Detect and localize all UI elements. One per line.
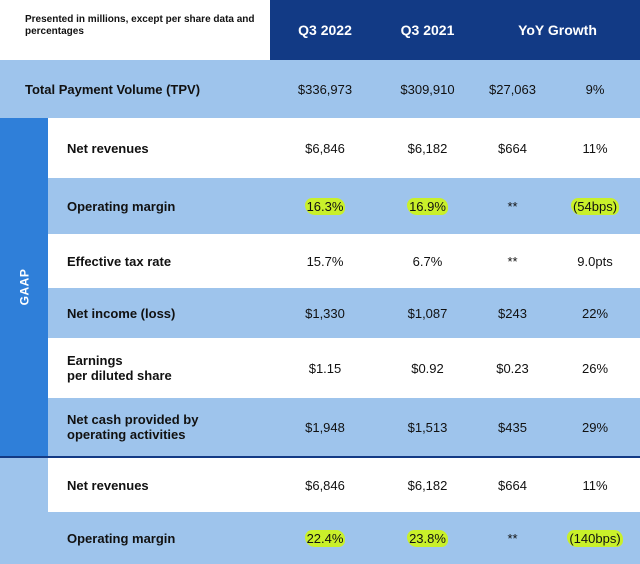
gaap-row-net-cash: Net cash provided by operating activitie…: [0, 398, 640, 456]
header-note: Presented in millions, except per share …: [0, 0, 270, 60]
row-label: Net income (loss): [67, 305, 176, 321]
gaap-section-label: GAAP: [0, 118, 48, 456]
value-growth-pct: 9.0pts: [577, 253, 613, 269]
value-q3-2022: $6,846: [305, 140, 345, 156]
value-growth-pct: 11%: [582, 477, 608, 493]
row-label: Earnings per diluted share: [67, 338, 267, 398]
non-gaap-row-operating-margin: Operating margin 22.4% 23.8% ** (140bps): [0, 512, 640, 564]
value-q3-2021: 16.9%: [380, 178, 475, 234]
tpv-q3-2022: $336,973: [297, 81, 353, 97]
row-label: Net cash provided by operating activitie…: [67, 398, 267, 456]
highlighted-value: (140bps): [567, 529, 623, 547]
header-yoy-growth: YoY Growth: [518, 22, 597, 38]
non-gaap-section-bar: [0, 458, 48, 564]
gaap-row-effective-tax-rate: Effective tax rate 15.7% 6.7% ** 9.0pts: [0, 234, 640, 288]
value-q3-2022: $1,330: [305, 305, 345, 321]
tpv-row: Total Payment Volume (TPV) $336,973 $309…: [0, 60, 640, 118]
value-q3-2022: 22.4%: [270, 512, 380, 564]
gaap-row-net-revenues: Net revenues $6,846 $6,182 $664 11%: [0, 118, 640, 178]
row-label: Net revenues: [67, 140, 149, 156]
highlighted-value: (54bps): [570, 197, 620, 215]
row-label: Net revenues: [67, 477, 149, 493]
row-label-line2: per diluted share: [67, 368, 172, 383]
value-growth-abs: $664: [498, 140, 527, 156]
value-growth-abs: **: [507, 253, 518, 269]
row-label-line1: Net cash provided by: [67, 412, 199, 427]
value-q3-2021: 6.7%: [412, 253, 443, 269]
value-growth-pct: 11%: [582, 140, 608, 156]
row-label: Operating margin: [67, 198, 176, 214]
value-q3-2021: $0.92: [411, 360, 444, 376]
row-label: Operating margin: [67, 530, 176, 546]
value-growth-pct: (54bps): [550, 178, 640, 234]
highlighted-value: 16.9%: [407, 197, 448, 215]
tpv-growth-pct: 9%: [585, 81, 605, 97]
row-label: Effective tax rate: [67, 253, 172, 269]
value-q3-2021: $6,182: [407, 140, 448, 156]
header-q3-2022: Q3 2022: [298, 22, 352, 38]
highlighted-value: 23.8%: [407, 529, 448, 547]
value-growth-abs: $435: [498, 419, 527, 435]
value-q3-2022: 16.3%: [270, 178, 380, 234]
gaap-row-net-income: Net income (loss) $1,330 $1,087 $243 22%: [0, 288, 640, 338]
value-q3-2021: $6,182: [407, 477, 448, 493]
value-q3-2022: 15.7%: [306, 253, 344, 269]
value-growth-abs: **: [507, 530, 518, 546]
highlighted-value: 22.4%: [304, 529, 346, 547]
value-growth-abs: $0.23: [496, 360, 529, 376]
gaap-row-eps: Earnings per diluted share $1.15 $0.92 $…: [0, 338, 640, 398]
header-bar: Q3 2022 Q3 2021 YoY Growth: [270, 0, 640, 60]
gaap-row-operating-margin: Operating margin 16.3% 16.9% ** (54bps): [0, 178, 640, 234]
value-growth-abs: $664: [498, 477, 527, 493]
value-q3-2021: 23.8%: [380, 512, 475, 564]
value-q3-2022: $1,948: [305, 419, 345, 435]
non-gaap-row-net-revenues: Net revenues $6,846 $6,182 $664 11%: [0, 458, 640, 512]
value-q3-2022: $1.15: [308, 360, 342, 376]
tpv-growth-abs: $27,063: [489, 81, 536, 97]
row-label-line1: Earnings: [67, 353, 123, 368]
value-growth-abs: **: [507, 198, 518, 214]
tpv-label: Total Payment Volume (TPV): [25, 81, 201, 97]
value-growth-abs: $243: [498, 305, 527, 321]
tpv-q3-2021: $309,910: [400, 81, 455, 97]
value-q3-2021: $1,087: [407, 305, 448, 321]
header-q3-2021: Q3 2021: [400, 22, 455, 38]
value-growth-pct: (140bps): [550, 512, 640, 564]
value-growth-pct: 26%: [581, 360, 609, 376]
highlighted-value: 16.3%: [304, 197, 346, 215]
row-label-line2: operating activities: [67, 427, 186, 442]
value-growth-pct: 29%: [581, 419, 609, 435]
section-divider: [0, 456, 640, 458]
value-q3-2021: $1,513: [407, 419, 448, 435]
value-q3-2022: $6,846: [305, 477, 345, 493]
value-growth-pct: 22%: [581, 305, 609, 321]
gaap-label-text: GAAP: [16, 268, 31, 306]
